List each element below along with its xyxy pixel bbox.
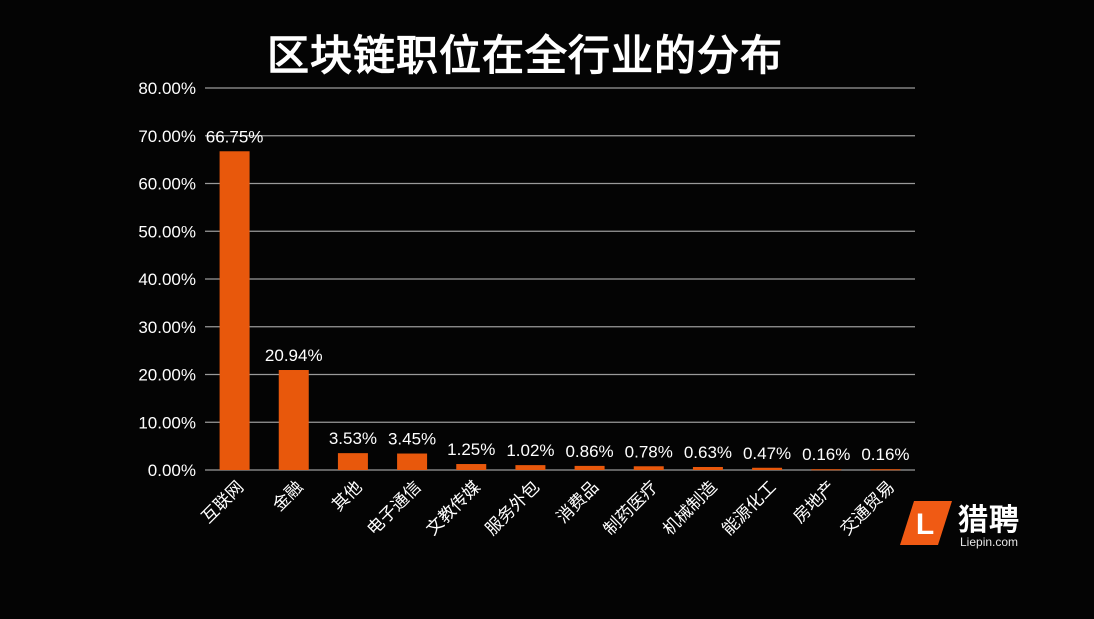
y-tick-label: 50.00% xyxy=(138,222,196,241)
x-tick-label: 金融 xyxy=(269,477,307,515)
bar-3 xyxy=(397,453,428,470)
data-label: 0.86% xyxy=(565,442,613,461)
data-label: 66.75% xyxy=(206,127,264,146)
y-tick-label: 20.00% xyxy=(138,366,196,385)
bar-6 xyxy=(574,465,605,470)
y-tick-label: 40.00% xyxy=(138,270,196,289)
bar-5 xyxy=(515,465,546,470)
x-tick-label: 其他 xyxy=(328,477,366,515)
y-tick-label: 60.00% xyxy=(138,175,196,194)
bar-9 xyxy=(752,467,783,470)
y-tick-label: 10.00% xyxy=(138,413,196,432)
data-label: 20.94% xyxy=(265,346,323,365)
data-label: 0.78% xyxy=(625,442,673,461)
x-tick-label: 交通贸易 xyxy=(837,477,899,539)
logo-mark-letter: L xyxy=(916,508,934,541)
bar-7 xyxy=(633,466,664,470)
x-tick-label: 能源化工 xyxy=(718,477,780,539)
data-label: 1.25% xyxy=(447,440,495,459)
chart-title: 区块链职位在全行业的分布 xyxy=(266,31,783,80)
bar-0 xyxy=(219,151,250,471)
data-label: 0.63% xyxy=(684,443,732,462)
y-tick-label: 0.00% xyxy=(148,461,196,480)
bar-4 xyxy=(456,464,487,470)
data-label: 0.16% xyxy=(861,445,909,464)
x-tick-label: 电子通信 xyxy=(363,477,425,539)
x-tick-label: 机械制造 xyxy=(659,477,721,539)
bars xyxy=(219,151,901,471)
data-labels: 66.75% 20.94% 3.53% 3.45% 1.25% 1.02% 0.86% 0.7… xyxy=(206,127,910,464)
x-tick-label: 房地产 xyxy=(790,477,840,527)
data-label: 0.47% xyxy=(743,444,791,463)
liepin-logo-icon: L xyxy=(900,501,952,545)
x-tick-label: 消费品 xyxy=(553,477,603,527)
y-tick-label: 30.00% xyxy=(138,318,196,337)
y-tick-label: 80.00% xyxy=(138,79,196,98)
bar-11 xyxy=(870,469,901,471)
logo-mark-shape xyxy=(900,501,952,545)
bar-2 xyxy=(337,453,368,470)
bar-10 xyxy=(811,469,842,471)
data-label: 1.02% xyxy=(506,441,554,460)
data-label: 3.53% xyxy=(329,429,377,448)
x-tick-label: 服务外包 xyxy=(482,477,544,539)
y-axis-ticks: 0.00% 10.00% 20.00% 30.00% 40.00% 50.00% 60.00… xyxy=(138,79,196,480)
x-tick-label: 文教传媒 xyxy=(423,477,485,539)
bar-8 xyxy=(692,466,723,470)
data-label: 3.45% xyxy=(388,430,436,449)
y-tick-label: 70.00% xyxy=(138,127,196,146)
grid-lines xyxy=(205,87,915,471)
logo-name: 猎聘 xyxy=(958,503,1020,538)
x-tick-label: 互联网 xyxy=(198,477,248,527)
data-label: 0.16% xyxy=(802,445,850,464)
liepin-logo: L 猎聘 Liepin.com xyxy=(900,495,1060,555)
x-tick-label: 制药医疗 xyxy=(600,477,662,539)
bar-1 xyxy=(278,370,309,470)
logo-url: Liepin.com xyxy=(960,535,1019,549)
